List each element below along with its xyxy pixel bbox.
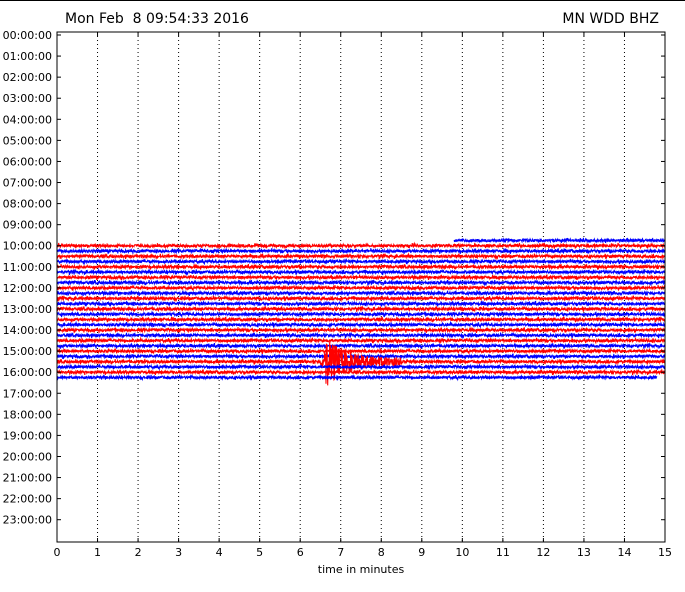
x-tick-label: 5 [256, 546, 263, 559]
x-tick-label: 15 [658, 546, 672, 559]
x-tick-label: 12 [536, 546, 550, 559]
trace-1-9 [56, 284, 666, 292]
y-tick-label: 16:00:00 [3, 366, 52, 379]
trace-0-6 [56, 267, 666, 277]
plot-frame [56, 31, 666, 543]
y-tick-label: 01:00:00 [3, 50, 52, 63]
y-tick-label: 04:00:00 [3, 113, 52, 126]
x-tick-label: 2 [135, 546, 142, 559]
trace-0-4 [56, 257, 666, 266]
y-tick-label: 21:00:00 [3, 472, 52, 485]
y-tick-label: 19:00:00 [3, 429, 52, 442]
y-tick-label: 14:00:00 [3, 324, 52, 337]
y-tick-label: 11:00:00 [3, 261, 52, 274]
y-tick-label: 22:00:00 [3, 493, 52, 506]
trace-0-14 [56, 310, 666, 319]
y-tick-label: 18:00:00 [3, 408, 52, 421]
date-label: Mon Feb 8 09:54:33 2016 [65, 11, 249, 27]
y-tick-label: 05:00:00 [3, 134, 52, 147]
plot-axes: 00:00:00 01:00:00 02:00:00 03:00:00 04:00:00… [3, 29, 672, 559]
x-tick-label: 7 [337, 546, 344, 559]
y-tick-label: 20:00:00 [3, 450, 52, 463]
y-tick-label: 03:00:00 [3, 92, 52, 105]
x-tick-label: 14 [617, 546, 631, 559]
y-tick-label: 09:00:00 [3, 219, 52, 232]
y-tick-label: 12:00:00 [3, 282, 52, 295]
y-tick-label: 00:00:00 [3, 29, 52, 42]
x-tick-label: 1 [94, 546, 101, 559]
trace-1-15 [56, 316, 666, 324]
trace-1-11 [56, 294, 666, 303]
trace-1-1 [56, 241, 666, 250]
top-border-line [0, 0, 685, 1]
trace-0-26 [56, 373, 658, 382]
x-tick-label: 10 [455, 546, 469, 559]
trace-0-16 [56, 320, 666, 329]
trace-1-17 [56, 326, 666, 334]
y-tick-label: 06:00:00 [3, 155, 52, 168]
x-tick-label: 9 [418, 546, 425, 559]
y-tick-label: 23:00:00 [3, 514, 52, 527]
trace-1-7 [56, 273, 666, 282]
y-tick-label: 17:00:00 [3, 387, 52, 400]
y-tick-label: 10:00:00 [3, 240, 52, 253]
trace-0-0 [453, 237, 666, 244]
seismic-traces [56, 237, 666, 386]
y-tick-label: 15:00:00 [3, 345, 52, 358]
x-tick-label: 8 [378, 546, 385, 559]
station-label: MN WDD BHZ [562, 11, 659, 27]
y-tick-label: 13:00:00 [3, 303, 52, 316]
x-tick-label: 0 [54, 546, 61, 559]
trace-1-3 [56, 252, 666, 261]
grid-lines [97, 32, 625, 542]
trace-0-12 [56, 300, 666, 308]
x-tick-label: 6 [297, 546, 304, 559]
x-tick-label: 13 [577, 546, 591, 559]
y-tick-label: 08:00:00 [3, 198, 52, 211]
trace-0-24 [56, 362, 666, 371]
trace-1-5 [56, 263, 666, 271]
trace-1-25 [56, 367, 666, 376]
y-tick-label: 07:00:00 [3, 177, 52, 190]
trace-1-19 [56, 336, 666, 345]
trace-0-8 [56, 279, 666, 287]
x-tick-label: 3 [175, 546, 182, 559]
x-tick-label: 4 [216, 546, 223, 559]
y-tick-label: 02:00:00 [3, 71, 52, 84]
trace-0-20 [56, 342, 666, 350]
x-axis-title: time in minutes [317, 563, 405, 576]
trace-0-10 [56, 289, 666, 297]
trace-0-2 [56, 247, 666, 255]
x-tick-label: 11 [496, 546, 510, 559]
trace-1-13 [56, 304, 666, 313]
trace-1-21 [56, 347, 666, 356]
trace-0-18 [56, 331, 666, 340]
